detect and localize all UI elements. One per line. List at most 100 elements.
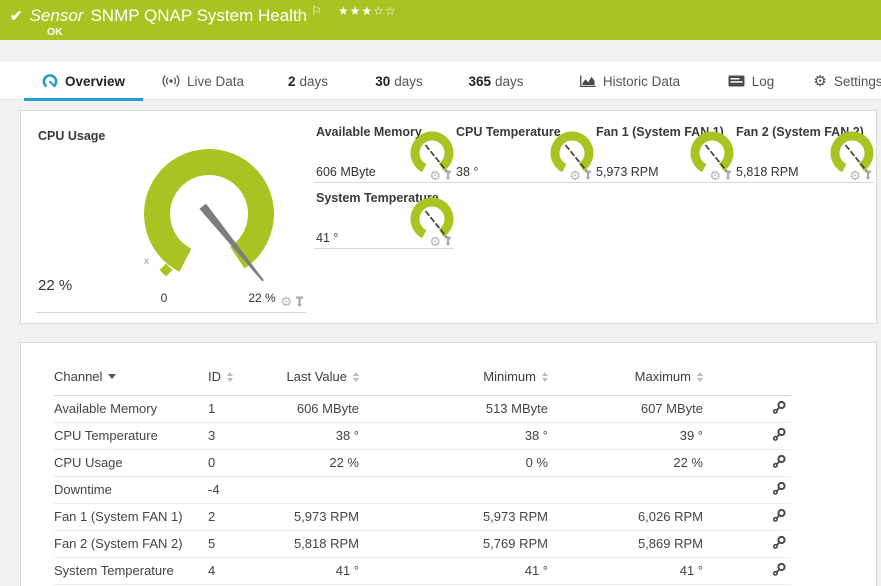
column-label: ID	[208, 369, 221, 385]
gauge-value: 5,973 RPM	[596, 165, 659, 179]
flag-icon[interactable]: ⚐	[311, 4, 322, 18]
gauge-needle	[844, 144, 870, 175]
tab-label: days	[394, 73, 423, 89]
cell-last-value: 22 %	[266, 449, 359, 477]
gauge-icon	[42, 73, 58, 87]
column-header-maximum[interactable]: Maximum	[548, 359, 703, 396]
cell-last-value: 5,818 RPM	[266, 530, 359, 558]
gauge-pin-icon[interactable]	[444, 236, 452, 247]
cell-channel: CPU Usage	[54, 449, 208, 477]
column-header-last-value[interactable]: Last Value	[266, 359, 359, 396]
cell-last-value: 5,973 RPM	[266, 503, 359, 531]
tab-label: Overview	[64, 73, 126, 89]
gauge-title: System Temperature	[316, 191, 439, 205]
cell-minimum: 513 MByte	[359, 395, 548, 423]
table-row: CPU Temperature 3 38 ° 38 ° 39 °	[54, 422, 791, 450]
priority-stars[interactable]: ★★★☆☆	[337, 4, 397, 18]
gauge-pin-icon[interactable]	[724, 170, 732, 181]
gauge-fan-2: Fan 2 (System FAN 2) 5,818 RPM ⚙	[734, 125, 874, 183]
gauge-scale-start-marker	[159, 263, 173, 277]
tab-live-data[interactable]: Live Data	[158, 62, 248, 100]
gauge-pin-icon[interactable]	[584, 170, 592, 181]
gauge-needle	[564, 144, 590, 175]
tab-30-days[interactable]: 30 days	[369, 62, 429, 100]
column-header-actions	[703, 359, 791, 396]
tab-2-days[interactable]: 2 days	[282, 62, 334, 100]
gauge-needle	[424, 144, 450, 175]
historic-chart-icon	[580, 75, 596, 87]
channel-settings-icon[interactable]	[772, 562, 787, 577]
gauge-gear-icon[interactable]: ⚙	[709, 168, 721, 183]
channel-settings-icon[interactable]	[772, 508, 787, 523]
gauge-gear-icon[interactable]: ⚙	[849, 168, 861, 183]
table-row: Available Memory 1 606 MByte 513 MByte 6…	[54, 395, 791, 423]
sort-icon	[227, 371, 233, 382]
tab-settings[interactable]: ⚙ Settings	[812, 62, 881, 100]
gauge-title: CPU Usage	[38, 129, 106, 143]
gauge-gear-icon[interactable]: ⚙	[280, 294, 292, 309]
channel-settings-icon[interactable]	[772, 481, 787, 496]
tab-historic-data[interactable]: Historic Data	[578, 62, 682, 100]
channel-settings-icon[interactable]	[772, 427, 787, 442]
cell-channel: Fan 1 (System FAN 1)	[54, 503, 208, 531]
channel-settings-icon[interactable]	[772, 454, 787, 469]
gauge-cpu-temperature: CPU Temperature 38 ° ⚙	[454, 125, 594, 183]
gauge-scale-min: 0	[160, 291, 168, 305]
column-header-id[interactable]: ID	[208, 359, 266, 396]
gauge-gear-icon[interactable]: ⚙	[429, 168, 441, 183]
table-row: Fan 2 (System FAN 2) 5 5,818 RPM 5,769 R…	[54, 530, 791, 558]
channel-settings-icon[interactable]	[772, 535, 787, 550]
cell-id: 1	[208, 395, 266, 423]
column-label: Channel	[54, 369, 103, 385]
cpu-usage-gauge-dial	[144, 148, 275, 282]
gauge-pin-icon[interactable]	[444, 170, 452, 181]
gauge-cpu-usage: CPU Usage x 22 % 0 22 % ⚙	[36, 121, 306, 313]
table-row: CPU Usage 0 22 % 0 % 22 %	[54, 449, 791, 477]
cell-minimum	[359, 476, 548, 504]
channel-settings-icon[interactable]	[772, 400, 787, 415]
log-icon	[728, 75, 745, 87]
small-gauge-dial	[690, 131, 734, 175]
table-row: Downtime -4	[54, 476, 791, 504]
gauge-pin-icon[interactable]	[864, 170, 872, 181]
cell-id: -4	[208, 476, 266, 504]
small-gauge-dial	[550, 131, 594, 175]
cell-minimum: 38 °	[359, 422, 548, 450]
tab-number: 2	[287, 73, 296, 89]
column-header-minimum[interactable]: Minimum	[359, 359, 548, 396]
tab-365-days[interactable]: 365 days	[461, 62, 531, 100]
status-badge: OK	[47, 26, 63, 38]
cell-id: 5	[208, 530, 266, 558]
cell-last-value	[266, 476, 359, 504]
tab-log[interactable]: Log	[724, 62, 778, 100]
sensor-kind-label: Sensor	[29, 6, 84, 25]
tab-number: 30	[375, 73, 391, 89]
gauge-gear-icon[interactable]: ⚙	[429, 234, 441, 249]
column-label: Last Value	[286, 369, 347, 385]
sensor-title: SNMP QNAP System Health	[90, 6, 308, 25]
cell-minimum: 41 °	[359, 557, 548, 585]
status-ok-check-icon: ✔	[10, 8, 23, 25]
small-gauge-dial	[830, 131, 874, 175]
sort-icon	[697, 371, 703, 382]
cell-id: 3	[208, 422, 266, 450]
cell-maximum: 22 %	[548, 449, 703, 477]
tab-label: Log	[751, 73, 775, 89]
cell-channel: Available Memory	[54, 395, 208, 423]
column-header-channel[interactable]: Channel	[54, 359, 208, 396]
channels-table-panel: Channel ID Last Value Minimum	[20, 342, 877, 586]
cell-minimum: 5,973 RPM	[359, 503, 548, 531]
cell-maximum: 5,869 RPM	[548, 530, 703, 558]
cell-channel: Fan 2 (System FAN 2)	[54, 530, 208, 558]
gauge-pin-icon[interactable]	[295, 296, 304, 308]
sort-icon	[542, 371, 548, 382]
tab-overview[interactable]: Overview	[24, 62, 143, 101]
gauge-title: CPU Temperature	[456, 125, 561, 139]
small-gauge-dial	[410, 131, 454, 175]
cell-last-value: 606 MByte	[266, 395, 359, 423]
gauge-gear-icon[interactable]: ⚙	[569, 168, 581, 183]
cell-minimum: 5,769 RPM	[359, 530, 548, 558]
cell-maximum: 6,026 RPM	[548, 503, 703, 531]
sort-desc-icon	[108, 374, 117, 380]
